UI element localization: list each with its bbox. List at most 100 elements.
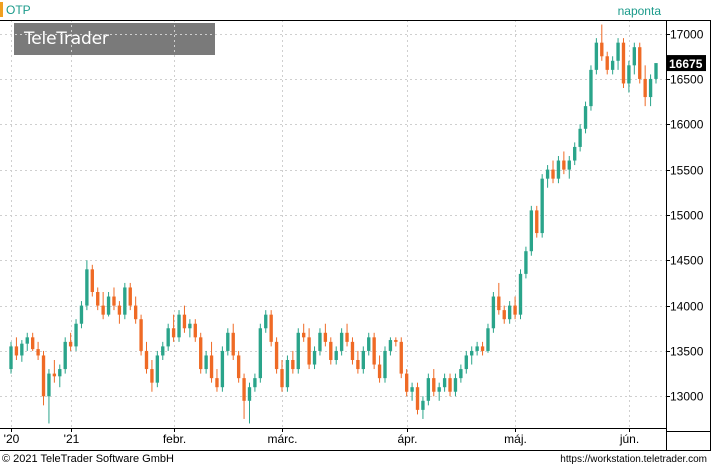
candle-body [182, 314, 187, 329]
candle-body [90, 269, 94, 292]
candle-body [459, 369, 463, 379]
candle-body [101, 305, 105, 315]
last-price-label: 16675 [669, 57, 703, 71]
candle-body [475, 346, 479, 351]
y-tick-label: 17000 [670, 28, 704, 42]
candle-body [318, 332, 322, 351]
candle-body [632, 47, 636, 66]
candle-body [480, 346, 485, 351]
x-tick-label: ápr. [397, 432, 417, 446]
candle-body [215, 378, 219, 388]
x-tick-label: máj. [504, 432, 527, 446]
candle-body [236, 355, 241, 379]
candle-body [231, 332, 235, 356]
candle-body [638, 47, 642, 79]
candle-body [518, 273, 523, 315]
candle-body [258, 328, 263, 379]
candle-body [220, 350, 225, 388]
symbol-marker [0, 2, 3, 17]
symbol-label[interactable]: OTP [6, 3, 31, 17]
candle-body [47, 373, 51, 397]
candle-body [285, 360, 290, 388]
candle-body [453, 378, 458, 392]
candle-body [68, 341, 73, 347]
y-tick-label: 16000 [670, 118, 704, 132]
candle-body [144, 350, 149, 370]
candle-body [117, 305, 122, 315]
candle-body [253, 378, 257, 388]
candle-body [594, 42, 599, 70]
candle-body [63, 341, 67, 370]
candle-body [20, 343, 24, 356]
y-tick-label: 14000 [670, 300, 704, 314]
candle-body [605, 56, 609, 70]
candle-body [383, 350, 387, 379]
candle-body [600, 42, 604, 57]
candle-body [155, 355, 160, 383]
candle-body [96, 292, 100, 306]
candle-body [106, 296, 111, 315]
candle-body [616, 42, 620, 61]
candle-body [296, 332, 300, 370]
candle-body [589, 69, 593, 107]
candle-body [350, 341, 355, 360]
y-tick-label: 15000 [670, 209, 704, 223]
candle-body [432, 378, 436, 392]
candle-body [41, 355, 46, 397]
candle-body [583, 106, 588, 129]
candle-body [372, 337, 376, 365]
source-url[interactable]: https://workstation.teletrader.com [560, 454, 707, 465]
candle-body [377, 364, 382, 379]
y-tick-label: 14500 [670, 254, 704, 268]
candle-body [502, 310, 506, 320]
y-tick-label: 13500 [670, 345, 704, 359]
candle-body [448, 378, 452, 392]
candle-body [567, 160, 571, 170]
candle-body [226, 332, 230, 351]
candle-body [274, 341, 279, 370]
candle-body [58, 369, 62, 377]
candle-body [464, 355, 468, 370]
candle-body [14, 346, 19, 356]
last-price-box [667, 55, 706, 72]
x-tick-label: jún. [619, 432, 639, 446]
candle-body [204, 355, 208, 370]
candle-body [25, 337, 29, 344]
candle-body [367, 337, 371, 351]
candle-body [264, 314, 268, 329]
candle-body [442, 378, 447, 388]
candle-body [269, 314, 273, 342]
period-label[interactable]: naponta [617, 4, 661, 18]
x-tick-label: '20 [4, 432, 20, 446]
copyright-text: © 2021 TeleTrader Software GmbH [2, 453, 174, 465]
candle-body [524, 251, 528, 274]
candle-body [535, 210, 539, 234]
candle-body [507, 305, 512, 320]
candle-body [139, 319, 143, 351]
candle-body [643, 78, 647, 98]
candle-body [199, 337, 203, 370]
candle-body [540, 178, 544, 234]
x-tick-label: febr. [163, 432, 186, 446]
candle-body [339, 332, 344, 351]
candle-body [209, 355, 214, 379]
candle-body [52, 373, 57, 377]
candle-body [334, 350, 338, 360]
candle-body [437, 387, 441, 392]
candle-body [193, 323, 197, 338]
candle-body [291, 360, 295, 370]
candle-body [578, 128, 582, 147]
candle-body [399, 341, 403, 374]
candle-body [85, 269, 89, 306]
candle-body [79, 305, 84, 324]
candle-body [177, 314, 181, 338]
y-tick-label: 16500 [670, 73, 704, 87]
candle-body [556, 160, 561, 179]
candle-body [36, 349, 40, 356]
candle-body [415, 387, 420, 410]
candle-body [323, 332, 328, 342]
candle-body [426, 378, 431, 401]
candle-body [123, 287, 127, 315]
candle-body [302, 332, 306, 338]
